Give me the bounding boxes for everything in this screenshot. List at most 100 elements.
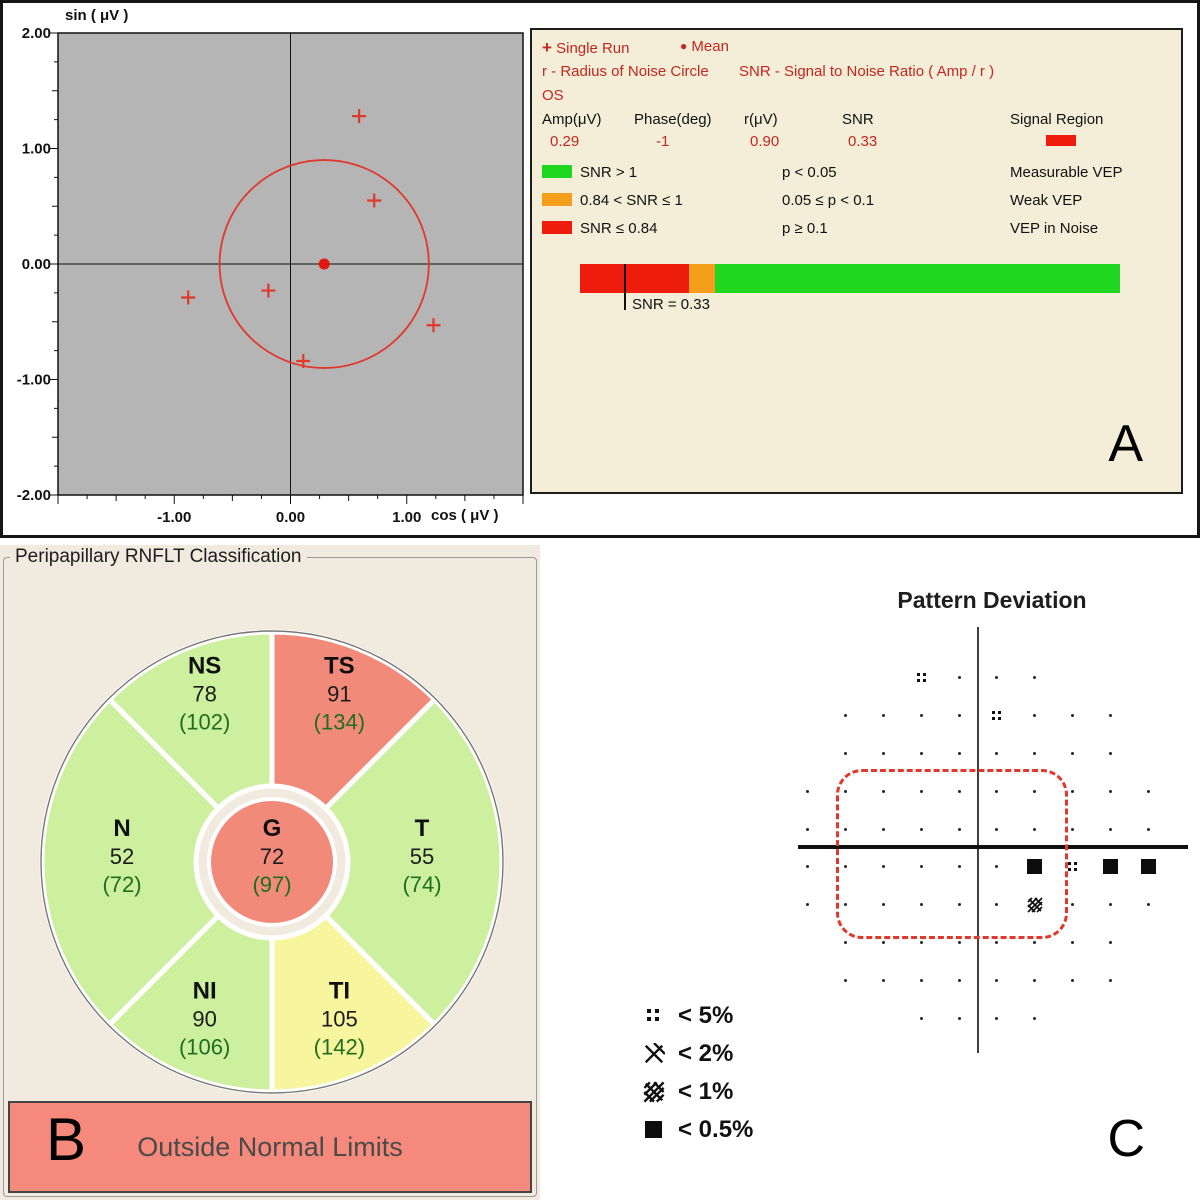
field-point-dot <box>1033 941 1037 944</box>
field-point-dot <box>1071 978 1074 982</box>
field-point-dot <box>882 865 885 869</box>
svg-text:0.00: 0.00 <box>276 509 305 526</box>
field-point-dot <box>995 941 999 944</box>
value-snr: 0.33 <box>848 133 878 150</box>
field-point-lt5 <box>992 711 996 715</box>
field-point-dot <box>1033 1016 1037 1020</box>
field-point-dot <box>919 903 923 907</box>
legend-label: < 2% <box>678 1040 734 1067</box>
svg-text:-1.00: -1.00 <box>17 372 51 389</box>
field-point-dot <box>995 752 999 755</box>
mean-point <box>318 258 330 270</box>
field-point-lt05 <box>1027 859 1043 875</box>
field-point-dot <box>919 941 923 944</box>
field-point-lt5 <box>916 673 920 677</box>
field-point-dot <box>1108 903 1112 907</box>
field-point-dot <box>1071 789 1074 793</box>
field-point-dot <box>806 827 810 831</box>
eye-label: OS <box>542 87 564 104</box>
field-point-dot <box>1108 789 1112 793</box>
field-point-dot <box>1033 752 1037 755</box>
field-point-dot <box>1146 903 1150 907</box>
single-run-plus <box>181 290 196 305</box>
field-point-dot <box>844 789 848 793</box>
field-point-dot <box>1071 941 1074 944</box>
mean-key: ● Mean <box>680 38 729 55</box>
snr-note: SNR - Signal to Noise Ratio ( Amp / r ) <box>739 63 995 80</box>
snr-scale-bar <box>580 264 1120 293</box>
single-run-plus <box>261 283 276 298</box>
field-point-dot <box>1146 789 1150 793</box>
svg-text:(134): (134) <box>314 709 365 734</box>
field-point-dot <box>995 903 999 907</box>
panel-a-letter: A <box>1108 415 1143 473</box>
sector-NS <box>105 629 275 812</box>
field-point-dot <box>1033 676 1037 680</box>
svg-text:TI: TI <box>329 978 350 1005</box>
classification-banner: Outside Normal Limits <box>8 1101 532 1193</box>
field-point-dot <box>1146 827 1150 831</box>
field-point-dot <box>844 865 848 869</box>
snr-bar-segment <box>714 264 1120 293</box>
legend-symbol-lt1 <box>642 1080 666 1104</box>
class-p-range: p < 0.05 <box>782 164 837 181</box>
snr-marker-label: SNR = 0.33 <box>632 296 710 313</box>
field-point-dot <box>995 978 999 982</box>
class-row-measurable: SNR > 1 p < 0.05 Measurable VEP <box>532 164 1181 184</box>
field-point-dot <box>919 789 923 793</box>
outer-ring <box>40 630 504 1094</box>
field-point-dot <box>995 789 999 793</box>
field-point-dot <box>1033 714 1037 718</box>
single-run-plus <box>352 109 367 124</box>
classification-text: Outside Normal Limits <box>137 1131 403 1162</box>
field-point-dot <box>919 1016 923 1020</box>
sector-N <box>39 695 222 1029</box>
field-point-dot <box>1071 903 1074 907</box>
legend-symbol-lt5 <box>642 1004 666 1028</box>
field-point-dot <box>957 827 961 831</box>
field-point-dot <box>919 865 923 869</box>
svg-text:105: 105 <box>321 1007 358 1032</box>
single-run-key-label: Single Run <box>556 40 630 57</box>
field-point-dot <box>1071 752 1074 755</box>
col-header-signal-region: Signal Region <box>1010 111 1104 128</box>
snr-bar-segment <box>580 264 690 293</box>
svg-text:(102): (102) <box>179 709 230 734</box>
field-point-dot <box>1033 978 1037 982</box>
svg-text:-1.00: -1.00 <box>157 509 191 526</box>
legend-symbol-lt2 <box>642 1042 666 1066</box>
panel-b-letter: B <box>46 1106 87 1173</box>
legend-item-lt2: < 2% <box>642 1035 882 1073</box>
single-run-key: + Single Run <box>542 38 630 58</box>
legend-symbol-lt05 <box>642 1118 666 1142</box>
field-point-dot <box>844 978 848 982</box>
svg-text:(142): (142) <box>314 1035 365 1060</box>
field-point-dot <box>957 752 961 755</box>
field-point-dot <box>919 714 923 718</box>
field-point-dot <box>806 865 810 869</box>
vep-scatter-plot: 2.00 1.00 0.00 -1.00 -2.00 -1.00 0.00 1.00 <box>17 25 524 526</box>
field-point-lt05 <box>1140 859 1156 875</box>
legend-item-lt1: < 1% <box>642 1073 882 1111</box>
field-point-dot <box>844 752 848 755</box>
field-point-dot <box>844 941 848 944</box>
field-point-dot <box>1071 827 1074 831</box>
x-axis-title: cos ( μV ) <box>431 507 499 524</box>
field-point-dot <box>1108 714 1112 718</box>
svg-text:G: G <box>263 815 282 842</box>
field-point-dot <box>957 903 961 907</box>
field-point-dot <box>1108 978 1112 982</box>
field-point-dot <box>882 789 885 793</box>
field-point-dot <box>844 827 848 831</box>
field-point-dot <box>844 714 848 718</box>
mean-dot-icon: ● <box>680 39 688 53</box>
field-point-dot <box>882 903 885 907</box>
legend-item-lt5: < 5% <box>642 997 882 1035</box>
field-point-lt5 <box>1068 862 1071 866</box>
horizontal-meridian-line <box>798 845 1188 849</box>
svg-text:(97): (97) <box>252 872 291 897</box>
snr-marker-line <box>623 264 626 310</box>
sector-G <box>207 797 337 927</box>
field-point-dot <box>919 752 923 755</box>
